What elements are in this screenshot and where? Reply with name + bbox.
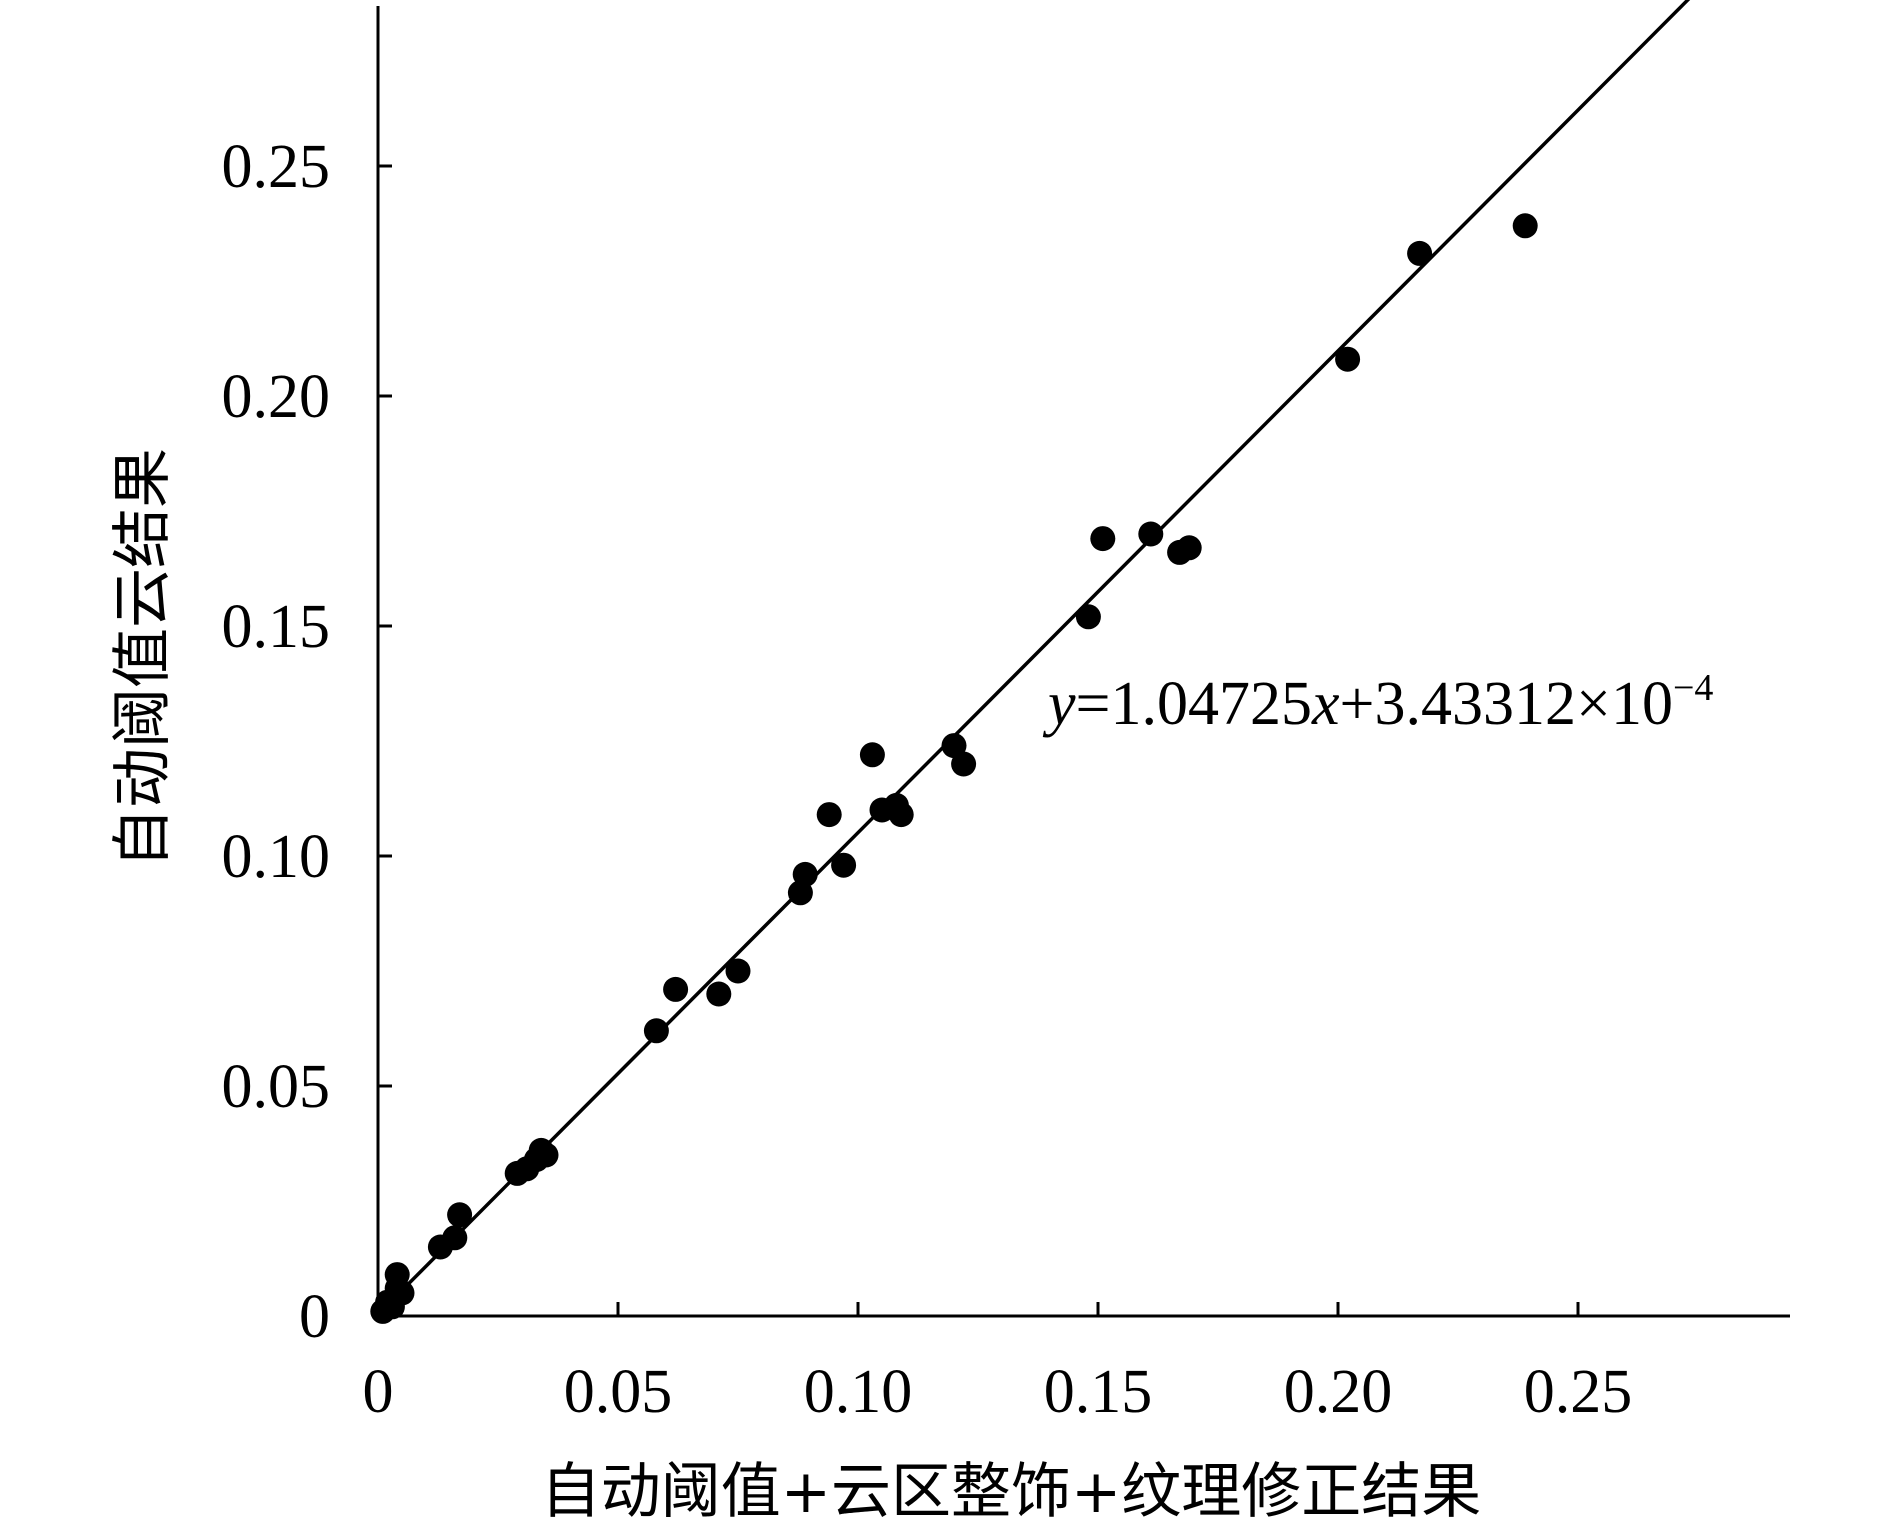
scatter-point [1335,346,1361,372]
scatter-point [1512,213,1538,239]
scatter-point [533,1142,559,1168]
scatter-point [1090,526,1116,552]
scatter-point [831,852,857,878]
y-tick-label: 0.05 [222,1053,331,1121]
equation-y-var: y [1042,670,1076,738]
scatter-point [792,861,818,887]
scatter-point [1138,521,1164,547]
scatter-point [1176,535,1202,561]
equation-x-var: x [1311,670,1340,738]
x-tick-label: 0.20 [1284,1358,1393,1426]
fit-line [378,0,1691,1316]
y-axis: 0 0.05 0.10 0.15 0.20 0.25 [222,6,392,1351]
regression-equation: y=1.04725x+3.43312×10−4 [1042,667,1713,738]
scatter-point [706,981,732,1007]
x-tick-label: 0.25 [1524,1358,1633,1426]
y-axis-title: 自动阈值云结果 [108,448,178,868]
scatter-points [370,213,1538,1324]
y-tick-label: 0.10 [222,823,331,891]
x-tick-label: 0.15 [1044,1358,1153,1426]
scatter-point [389,1280,415,1306]
scatter-point [643,1018,669,1044]
scatter-point [1075,604,1101,630]
scatter-point [816,802,842,828]
x-tick-label: 0 [363,1358,394,1426]
scatter-point [1407,240,1433,266]
x-axis-title: 自动阈值+云区整饰+纹理修正结果 [541,1457,1482,1517]
scatter-point [888,802,914,828]
scatter-point [447,1202,473,1228]
scatter-point [442,1225,468,1251]
x-tick-label: 0.10 [804,1358,913,1426]
equation-intercept: +3.43312×10 [1340,670,1673,738]
y-tick-label: 0.20 [222,363,331,431]
x-tick-label: 0.05 [564,1358,673,1426]
x-axis: 0 0.05 0.10 0.15 0.20 0.25 [363,1302,1790,1426]
scatter-point [951,751,977,777]
y-tick-label: 0 [299,1283,330,1351]
scatter-point [663,976,689,1002]
scatter-point [859,742,885,768]
equation-exponent: −4 [1673,667,1713,709]
equation-coefficient: =1.04725 [1076,670,1312,738]
scatter-point [941,733,967,759]
scatter-point [725,958,751,984]
y-tick-label: 0.15 [222,593,331,661]
y-tick-label: 0.25 [222,133,331,201]
